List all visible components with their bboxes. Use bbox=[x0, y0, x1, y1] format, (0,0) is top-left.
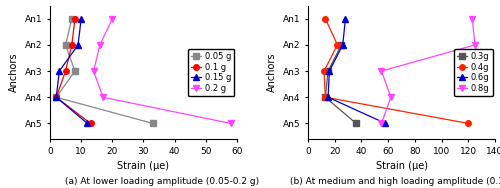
0.6g bbox=[325, 96, 331, 98]
0.15 g bbox=[56, 70, 62, 72]
Line: 0.4g: 0.4g bbox=[322, 16, 471, 126]
0.2 g bbox=[100, 96, 106, 98]
X-axis label: Strain (μe): Strain (μe) bbox=[376, 161, 428, 171]
0.3g bbox=[353, 122, 359, 124]
0.1 g bbox=[72, 18, 78, 20]
Line: 0.2 g: 0.2 g bbox=[91, 16, 234, 126]
0.4g bbox=[321, 70, 327, 72]
0.1 g bbox=[62, 70, 68, 72]
0.6g bbox=[326, 70, 332, 72]
0.15 g bbox=[84, 122, 90, 124]
Y-axis label: Anchors: Anchors bbox=[9, 53, 19, 92]
0.05 g bbox=[69, 18, 75, 20]
0.8g bbox=[378, 70, 384, 72]
0.3g bbox=[322, 96, 328, 98]
0.4g bbox=[334, 44, 340, 46]
0.6g bbox=[342, 18, 348, 20]
0.2 g bbox=[97, 44, 103, 46]
Line: 0.1 g: 0.1 g bbox=[54, 16, 94, 126]
0.15 g bbox=[75, 44, 81, 46]
0.3g bbox=[338, 44, 344, 46]
0.05 g bbox=[72, 70, 78, 72]
0.05 g bbox=[150, 122, 156, 124]
Line: 0.15 g: 0.15 g bbox=[54, 16, 90, 126]
0.2 g bbox=[228, 122, 234, 124]
0.4g bbox=[322, 96, 328, 98]
0.15 g bbox=[53, 96, 59, 98]
0.6g bbox=[340, 44, 345, 46]
0.05 g bbox=[62, 44, 68, 46]
Y-axis label: Anchors: Anchors bbox=[267, 53, 277, 92]
0.15 g bbox=[78, 18, 84, 20]
Line: 0.3g: 0.3g bbox=[322, 42, 359, 126]
0.4g bbox=[466, 122, 471, 124]
0.4g bbox=[322, 18, 328, 20]
0.1 g bbox=[53, 96, 59, 98]
Legend: 0.05 g, 0.1 g, 0.15 g, 0.2 g: 0.05 g, 0.1 g, 0.15 g, 0.2 g bbox=[188, 49, 234, 96]
Text: (b) At medium and high loading amplitude (0.3-0.8 g): (b) At medium and high loading amplitude… bbox=[290, 177, 500, 186]
0.2 g bbox=[110, 18, 116, 20]
0.1 g bbox=[69, 44, 75, 46]
0.8g bbox=[472, 44, 478, 46]
0.2 g bbox=[90, 70, 96, 72]
Legend: 0.3g, 0.4g, 0.6g, 0.8g: 0.3g, 0.4g, 0.6g, 0.8g bbox=[454, 49, 492, 96]
0.6g bbox=[382, 122, 388, 124]
0.8g bbox=[378, 122, 384, 124]
0.3g bbox=[325, 70, 331, 72]
Line: 0.6g: 0.6g bbox=[326, 16, 388, 126]
Text: (a) At lower loading amplitude (0.05-0.2 g): (a) At lower loading amplitude (0.05-0.2… bbox=[65, 177, 259, 186]
0.1 g bbox=[88, 122, 94, 124]
Line: 0.8g: 0.8g bbox=[378, 16, 478, 126]
0.8g bbox=[470, 18, 476, 20]
0.8g bbox=[388, 96, 394, 98]
0.05 g bbox=[53, 96, 59, 98]
X-axis label: Strain (μe): Strain (μe) bbox=[118, 161, 170, 171]
Line: 0.05 g: 0.05 g bbox=[54, 16, 156, 126]
